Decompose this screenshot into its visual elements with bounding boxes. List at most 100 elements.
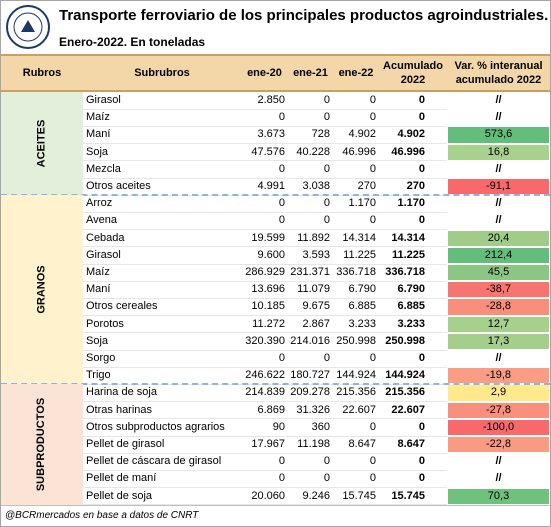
row-line [83,401,447,403]
subrubro: Girasol [86,94,121,106]
var-cell [448,230,549,246]
subrubro: Arroz [86,197,113,210]
acumulado: 0 [418,420,425,433]
subrubro: Soja [86,334,109,347]
acumulado: 336.718 [385,266,425,278]
value: 8.647 [348,438,376,450]
acumulado: 8.647 [397,438,425,450]
var-pct: -27,8 [485,403,512,416]
value: 11.079 [297,283,330,296]
row-line [83,487,447,489]
rubro-text: GRANOS [35,265,48,314]
row-line [83,435,447,437]
var-cell [448,144,549,160]
subrubro: Pellet de maní [86,472,157,485]
value: 3.038 [302,180,330,192]
rubro-label: SUBPRODUCTOS [1,384,83,504]
var-pct: -91,1 [485,180,512,192]
value: 31.326 [296,403,330,416]
value: 4.991 [257,180,285,192]
var-cell [448,161,549,177]
var-cell [448,196,549,212]
value: 0 [278,352,285,364]
value: 0 [369,455,376,468]
var-pct: // [495,197,502,210]
subrubro: Mezcla [86,162,121,175]
var-cell [448,213,549,229]
subrubro: Otras harinas [86,403,153,416]
var-pct: 45,5 [487,266,510,278]
value: 0 [278,472,285,485]
group-separator [1,383,550,386]
var-pct: -22,8 [485,438,512,450]
value: 9.600 [257,248,285,261]
var-pct: 12,7 [487,317,510,330]
value: 46.996 [342,145,376,158]
value: 728 [311,128,330,141]
acumulado: 0 [418,472,425,485]
value: 19.599 [251,231,285,244]
value: 11.198 [297,438,330,450]
acumulado: 4.902 [397,128,425,141]
value: 0 [278,111,285,124]
row-line [83,143,447,145]
value: 11.272 [252,317,285,330]
column-header: Var. % interanual acumulado 2022 [454,60,543,86]
value: 0 [369,472,376,485]
acumulado: 1.170 [397,197,425,210]
value: 0 [369,111,376,124]
value: 9.246 [302,489,330,502]
var-cell [448,351,549,367]
value: 180.727 [290,369,330,382]
value: 0 [323,214,330,227]
acumulado: 6.790 [397,283,425,296]
value: 6.885 [348,300,376,313]
value: 144.924 [336,369,376,382]
column-header: ene-22 [338,67,374,79]
row-line [83,229,447,231]
value: 209.278 [290,386,330,399]
column-header: ene-20 [247,67,282,79]
value: 10.185 [251,300,285,313]
var-cell [448,299,549,315]
subrubro: Girasol [86,248,121,261]
header-band [1,54,550,92]
row-line [83,177,447,179]
acumulado: 270 [406,180,425,192]
row-line [83,246,447,248]
row-line [83,452,447,454]
title: Transporte ferroviario de los principale… [59,7,549,24]
var-cell [448,179,549,195]
row-line [83,280,447,282]
value: 286.929 [245,266,285,278]
value: 0 [323,197,330,210]
value: 22.607 [342,403,376,416]
value: 4.902 [348,128,376,141]
value: 250.998 [336,334,376,347]
subtitle: Enero-2022. En toneladas [59,35,206,49]
subrubro: Avena [86,214,117,227]
subrubro: Maní [86,128,111,141]
rubro-text: SUBPRODUCTOS [35,397,48,492]
acumulado: 0 [418,455,425,468]
row-line [83,469,447,471]
value: 6.790 [348,283,376,296]
var-pct: 212,4 [484,248,513,261]
acumulado: 11.225 [391,248,425,261]
value: 0 [369,352,376,364]
subrubro: Harina de soja [86,386,157,399]
value: 3.673 [257,128,285,141]
value: 2.867 [302,317,330,330]
var-pct: -28,8 [485,300,512,313]
var-cell [448,282,549,298]
value: 0 [323,94,330,106]
var-cell [448,419,549,435]
rubro-text: ACEITES [35,119,48,168]
acumulado: 14.314 [391,231,425,244]
var-cell [448,333,549,349]
value: 9.675 [302,300,330,313]
row-line [83,263,447,265]
value: 336.718 [336,266,376,278]
var-cell [448,93,549,109]
